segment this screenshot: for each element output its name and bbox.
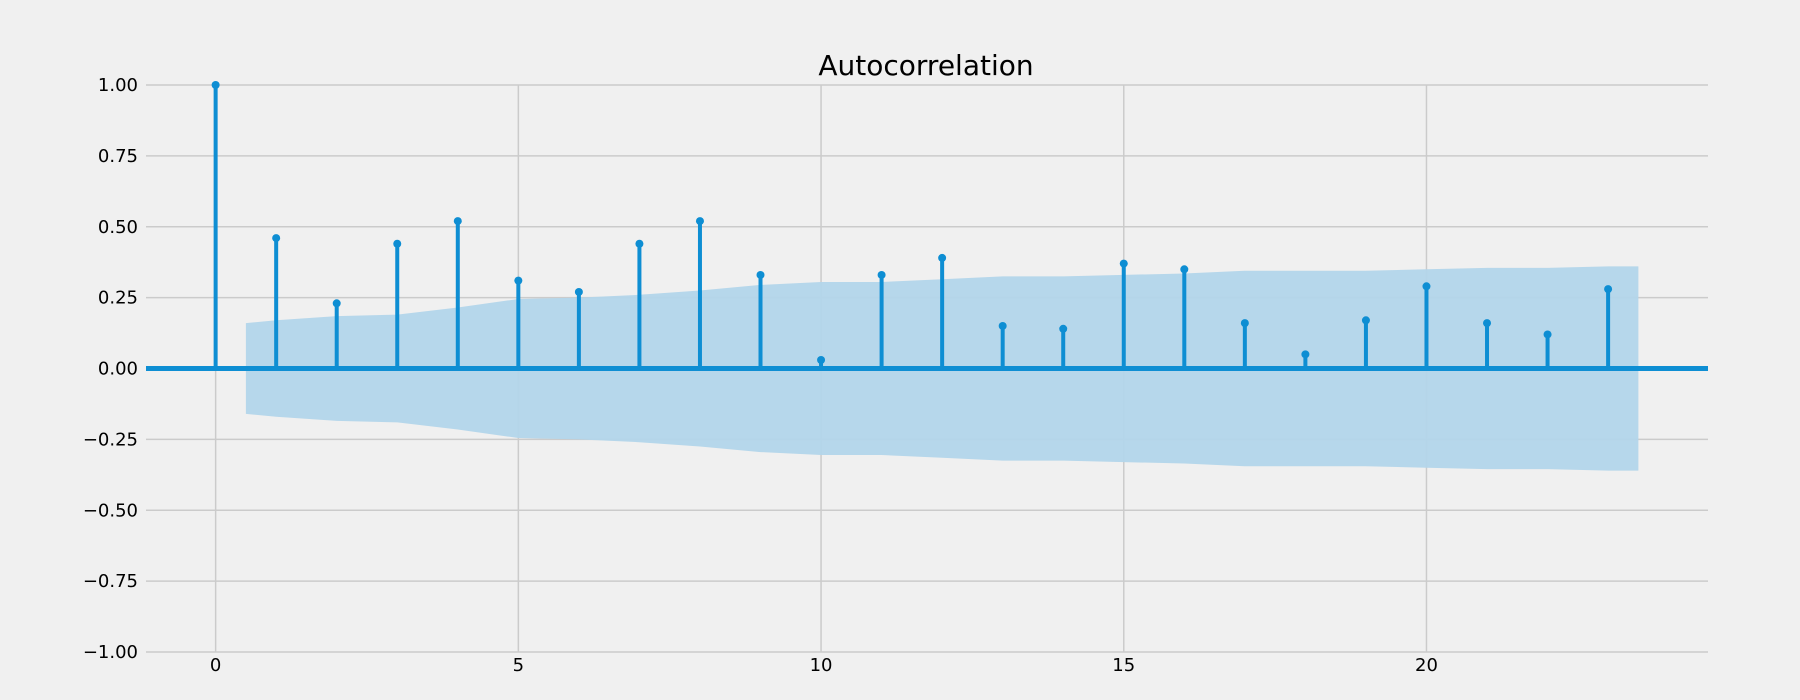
y-tick-label-7: −0.75 (83, 571, 138, 592)
stem-marker-lag-1 (272, 234, 281, 243)
stem-marker-lag-15 (1119, 259, 1128, 268)
x-tick-label-2: 10 (810, 655, 833, 676)
stem-marker-lag-3 (393, 239, 402, 248)
stem-marker-lag-9 (756, 270, 765, 279)
x-tick-label-4: 20 (1415, 655, 1438, 676)
x-tick-label-0: 0 (210, 655, 221, 676)
stem-marker-lag-2 (332, 299, 341, 308)
y-tick-label-5: −0.25 (83, 429, 138, 450)
chart-title: Autocorrelation (818, 49, 1033, 82)
y-tick-label-6: −0.50 (83, 500, 138, 521)
stem-marker-lag-18 (1301, 350, 1310, 359)
stem-marker-lag-21 (1483, 319, 1492, 328)
y-tick-label-3: 0.25 (98, 288, 138, 309)
stem-marker-lag-0 (211, 81, 220, 89)
stem-marker-lag-23 (1604, 285, 1613, 294)
y-tick-label-4: 0.00 (98, 359, 138, 380)
y-tick-label-2: 0.50 (98, 217, 138, 238)
stem-marker-lag-5 (514, 276, 523, 285)
y-axis-ticks: 1.00 0.75 0.50 0.25 0.00 −0.25 −0.50 −0.75 −1.00 (83, 75, 138, 663)
x-axis-ticks: 0 5 10 15 20 (210, 655, 1438, 676)
stems (211, 81, 1613, 369)
x-tick-label-1: 5 (513, 655, 524, 676)
stem-marker-lag-19 (1361, 316, 1370, 325)
stem-marker-lag-22 (1543, 330, 1552, 339)
stem-marker-lag-13 (998, 321, 1007, 330)
y-tick-label-1: 0.75 (98, 146, 138, 167)
stem-marker-lag-14 (1059, 324, 1068, 333)
stem-marker-lag-16 (1180, 265, 1189, 274)
stem-marker-lag-12 (938, 253, 947, 262)
stem-marker-lag-7 (635, 239, 644, 248)
stem-marker-lag-6 (574, 287, 583, 296)
y-tick-label-8: −1.00 (83, 642, 138, 663)
stem-marker-lag-8 (695, 217, 704, 226)
x-tick-label-3: 15 (1112, 655, 1135, 676)
stem-marker-lag-20 (1422, 282, 1431, 291)
stem-marker-lag-17 (1240, 319, 1249, 328)
stem-marker-lag-10 (817, 355, 826, 364)
stem-marker-lag-4 (453, 217, 462, 226)
y-tick-label-0: 1.00 (98, 75, 138, 96)
stem-marker-lag-11 (877, 270, 886, 279)
